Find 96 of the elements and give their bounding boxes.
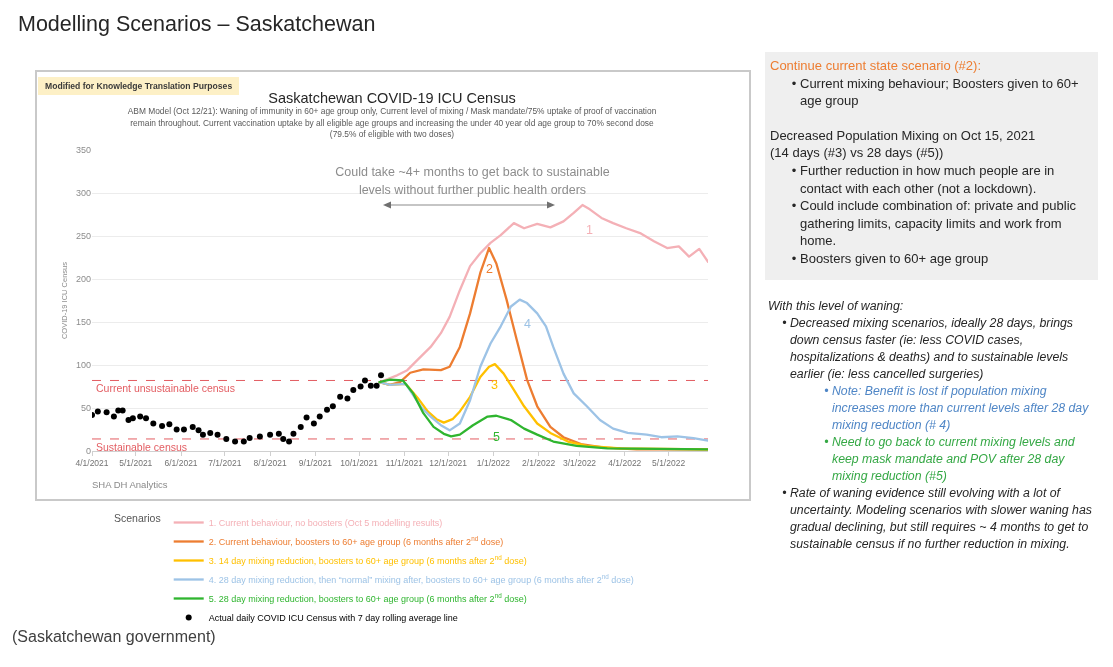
point — [110, 413, 117, 420]
y-tick-label: 0 — [85, 446, 91, 457]
point — [199, 431, 206, 438]
chart-title: Saskatchewan COVID-19 ICU Census — [268, 90, 516, 107]
point — [350, 386, 357, 393]
point — [303, 414, 310, 421]
text: • Rate of waning evidence still evolving with a lot of uncertainty. Modeling scenarios with slower waning has gradual declining, but still requires ~ 4 months to get to sustainable census if no further reduction in mixing. — [781, 485, 1093, 553]
point — [316, 413, 323, 420]
point — [373, 382, 380, 389]
y-tick-label: 200 — [75, 274, 91, 285]
point — [180, 426, 187, 433]
point — [189, 423, 196, 430]
point — [378, 372, 385, 379]
text: Continue current state scenario (#2): — [770, 57, 982, 75]
legend-title: Scenarios — [114, 511, 161, 524]
point — [275, 430, 282, 437]
legend-label: 5. 28 day mixing reduction, boosters to 60+ age group (6 months after 2$^{nd}$ dose) — [208, 592, 527, 605]
annotation: 5 — [493, 430, 500, 444]
x-tick-label: 8/1/2021 — [253, 458, 287, 469]
chart-subtitle: ABM Model (Oct 12/21): Waning of immunity in 60+ age group only, Current level of mixing / Mask mandate/75% uptake of proof of vaccination remain throughout. Current vaccination uptake by all eligible age groups and increasing the under 40 year old age group to 70% second dose (79.5% of eligible with two doses) — [126, 106, 658, 141]
x-tick-label: 5/1/2022 — [652, 458, 686, 469]
y-tick-label: 350 — [75, 145, 91, 156]
point — [223, 435, 230, 442]
text: Decreased Population Mixing on Oct 15, 2021 — [770, 126, 1037, 145]
x-tick-label: 3/1/2022 — [563, 458, 597, 469]
text: • Boosters given to 60+ age group — [790, 249, 990, 268]
point — [367, 382, 374, 389]
point — [150, 420, 157, 427]
point — [240, 438, 247, 445]
point — [310, 420, 317, 427]
x-tick-label: 11/1/2021 — [385, 458, 424, 469]
annotation: 3 — [491, 378, 498, 392]
text: • Need to go back to current mixing levels and keep mask mandate and POV after 28 day mixing reduction (#5) — [823, 434, 1076, 485]
x-tick-label: 5/1/2021 — [119, 458, 153, 469]
y-tick-label: 100 — [75, 360, 91, 371]
text: • Current mixing behaviour; Boosters given to 60+ age group — [790, 74, 1080, 110]
text: Modified for Knowledge Translation Purposes — [38, 77, 240, 95]
x-tick-label: 4/1/2022 — [608, 458, 642, 469]
text: • Could include combination of: private and public gathering limits, capacity limits and work from home. — [790, 197, 1078, 250]
text: • Decreased mixing scenarios, ideally 28 days, brings down census faster (ie: less COVID cases, hospitalizations & deaths) and to sustainable levels earlier (ie: less cancelled surgeries) — [781, 315, 1074, 383]
legend-label: 2. Current behaviour, boosters to 60+ age group (6 months after 2$^{nd}$ dose) — [208, 535, 504, 548]
x-tick-label: 7/1/2021 — [208, 458, 242, 469]
text: Modelling Scenarios – Saskatchewan — [18, 12, 376, 37]
point — [344, 395, 351, 402]
point — [256, 433, 263, 440]
annotation: 2 — [486, 262, 493, 276]
x-tick-label: 2/1/2022 — [522, 458, 556, 469]
point — [214, 431, 221, 438]
point — [119, 407, 126, 414]
ref-line-label: Sustainable census — [96, 441, 188, 453]
point — [280, 435, 287, 442]
point — [159, 423, 166, 430]
x-tick-label: 4/1/2021 — [75, 458, 109, 469]
point — [361, 377, 368, 384]
point — [207, 429, 214, 436]
text: (Saskatchewan government) — [12, 628, 216, 646]
x-tick-label: 12/1/2021 — [429, 458, 468, 469]
point — [195, 427, 202, 434]
point — [337, 393, 344, 400]
point — [166, 421, 173, 428]
legend-label: 4. 28 day mixing reduction, then “normal” mixing after, boosters to 60+ age group (6 months after 2$^{nd}$ dose) — [208, 573, 634, 586]
annotation: 4 — [524, 317, 531, 331]
ref-line-label: Current unsustainable census — [96, 382, 235, 394]
text: (14 days (#3) vs 28 days (#5)) — [770, 144, 945, 162]
text: • Further reduction in how much people are in contact with each other (not a lockdown). — [790, 161, 1056, 198]
point — [329, 403, 336, 410]
point — [324, 406, 331, 413]
point — [267, 431, 274, 438]
point — [143, 415, 150, 422]
point — [137, 413, 144, 420]
text: • Note: Benefit is lost if population mixing increases more than current levels after 28 day mixing reduction (# 4) — [823, 383, 1090, 434]
point — [173, 426, 180, 433]
y-tick-label: 150 — [75, 317, 91, 328]
point — [129, 415, 136, 422]
point — [290, 430, 297, 437]
point — [103, 409, 110, 416]
y-tick-label: 250 — [75, 231, 91, 242]
y-tick-label: 300 — [75, 188, 91, 199]
legend-label: 3. 14 day mixing reduction, boosters to 60+ age group (6 months after 2$^{nd}$ dose) — [208, 554, 527, 567]
point — [246, 435, 253, 442]
point — [232, 438, 239, 445]
text: SHA DH Analytics — [92, 479, 168, 490]
x-tick-label: 1/1/2022 — [476, 458, 511, 469]
x-tick-label: 9/1/2021 — [298, 458, 333, 469]
annotation: Could take ~4+ months to get back to sustainable levels without further public health orders — [334, 164, 611, 199]
point — [94, 408, 101, 415]
point — [357, 383, 364, 390]
legend-label: 1. Current behaviour, no boosters (Oct 5 modelling results) — [208, 518, 443, 529]
point — [286, 438, 293, 445]
y-tick-label: 50 — [80, 403, 91, 414]
legend-label: Actual daily COVID ICU Census with 7 day rolling average line — [208, 613, 458, 624]
x-tick-label: 6/1/2021 — [164, 458, 198, 469]
x-tick-label: 10/1/2021 — [340, 458, 379, 469]
text: With this level of waning: — [768, 298, 905, 315]
annotation: 1 — [586, 223, 593, 237]
point — [297, 423, 304, 430]
